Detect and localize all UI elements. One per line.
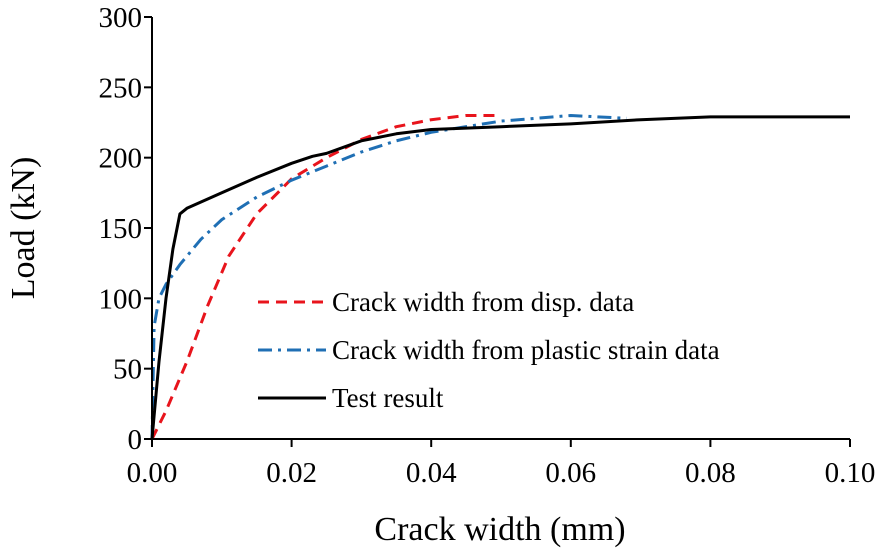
x-tick-label: 0.06 xyxy=(545,457,596,489)
legend-item-test-result: Test result xyxy=(332,383,444,413)
y-tick-label: 300 xyxy=(99,2,143,34)
x-tick-label: 0.08 xyxy=(685,457,736,489)
legend: Crack width from disp. data Crack width f… xyxy=(258,287,720,413)
x-axis-title: Crack width (mm) xyxy=(374,511,625,548)
y-tick-label: 100 xyxy=(99,283,143,315)
y-tick-label: 250 xyxy=(99,72,143,104)
x-tick-label: 0.04 xyxy=(406,457,457,489)
y-tick-label: 0 xyxy=(128,424,143,456)
y-tick-label: 200 xyxy=(99,143,143,175)
legend-item-disp-data: Crack width from disp. data xyxy=(332,287,634,317)
axes-layer xyxy=(151,17,850,440)
x-tick-label: 0.10 xyxy=(825,457,876,489)
series-disp-data-line xyxy=(150,114,501,440)
x-tick-label: 0.02 xyxy=(266,457,317,489)
y-axis-title: Load (kN) xyxy=(5,157,42,300)
series-layer xyxy=(150,114,850,440)
y-tick-label: 150 xyxy=(99,213,143,245)
ticks-layer: 0 50 100 150 200 250 300 0.00 0.02 0.04 0.06 0.08 0.… xyxy=(99,2,876,489)
y-tick-label: 50 xyxy=(113,354,142,386)
series-test-result-line xyxy=(150,115,850,440)
legend-item-plastic-strain: Crack width from plastic strain data xyxy=(332,335,720,365)
x-tick-label: 0.00 xyxy=(127,457,178,489)
